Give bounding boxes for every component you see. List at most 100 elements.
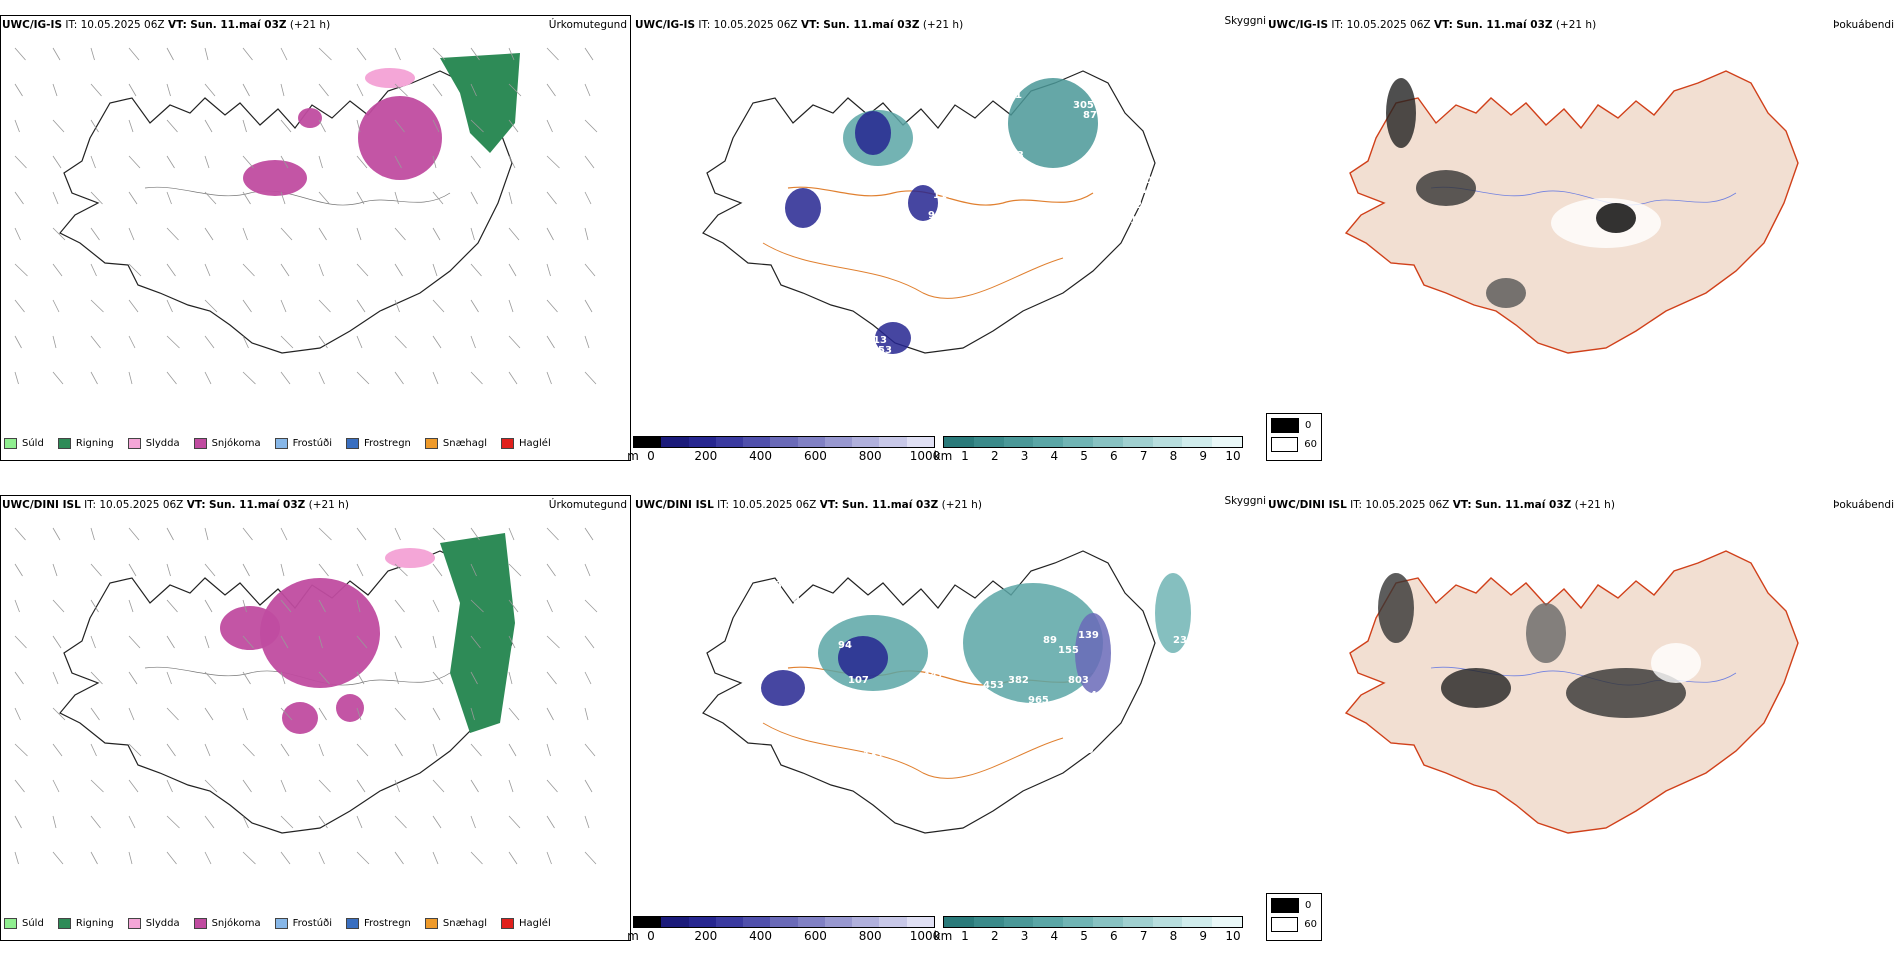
wind-barb	[394, 599, 405, 613]
wind-barb	[318, 155, 323, 169]
wind-barb	[128, 371, 133, 385]
wind-barb	[14, 263, 28, 277]
wind-barb	[584, 743, 596, 757]
wind-barb	[584, 335, 590, 349]
precip-type-panel: UWC/IG-IS IT: 10.05.2025 06Z VT: Sun. 11…	[0, 15, 633, 485]
wind-barb	[508, 119, 519, 133]
wind-barb	[204, 851, 212, 865]
wind-barb	[90, 779, 104, 793]
init-time: IT: 10.05.2025 06Z	[65, 19, 165, 31]
colorbar-tick: 400	[749, 929, 773, 943]
colorbar-tick: 0	[647, 449, 655, 463]
ceiling-value-label: 87	[1083, 110, 1097, 121]
ceiling-colorbar: m 0 200 400 600 800 1000	[627, 436, 940, 463]
wind-barb	[242, 599, 247, 613]
legend-label: Frostúði	[292, 918, 332, 929]
legend-label: Snæhagl	[442, 438, 488, 449]
wind-barb	[166, 779, 173, 793]
wind-barb	[242, 707, 248, 721]
wind-barb	[14, 299, 25, 313]
wind-barb	[14, 227, 21, 241]
legend-label: Snæhagl	[442, 918, 488, 929]
wind-barb	[242, 743, 255, 757]
wind-barb	[204, 599, 213, 613]
map-frame	[0, 15, 631, 461]
wind-barb	[128, 227, 135, 241]
wind-barb	[394, 155, 402, 169]
fog-legend-label: 60	[1304, 919, 1317, 930]
visibility-colorbar: km 1 2 3 4 5 6 7 8 9 10	[934, 436, 1243, 463]
wind-barb	[356, 779, 366, 793]
wind-barb	[204, 47, 209, 61]
wind-barb	[394, 83, 408, 97]
wind-barb	[584, 299, 593, 313]
wind-barb	[166, 743, 176, 757]
wind-barb	[432, 83, 443, 97]
ceiling-colorbar: m 0 200 400 600 800 1000	[627, 916, 940, 943]
wind-barb	[90, 335, 101, 349]
valid-time: Sun. 11.maí 03Z	[1474, 499, 1572, 511]
wind-barb	[318, 815, 328, 829]
colorbar-bin	[1003, 437, 1034, 447]
wind-barb	[394, 743, 403, 757]
legend-swatch	[193, 438, 207, 449]
wind-barb	[318, 599, 326, 613]
wind-barb	[166, 47, 174, 61]
wind-barb	[508, 671, 513, 685]
colorbar	[633, 916, 935, 928]
ceiling-value-label: 53	[913, 170, 927, 181]
wind-barb	[204, 635, 210, 649]
wind-barb	[280, 83, 285, 97]
colorbar-unit: km	[933, 449, 953, 463]
wind-barb	[470, 335, 476, 349]
legend-item: Snjókoma	[193, 918, 261, 929]
panel-header: UWC/DINI ISL IT: 10.05.2025 06Z VT: Sun.…	[2, 499, 349, 511]
model-name: UWC/DINI ISL	[2, 499, 81, 511]
wind-barb	[318, 299, 331, 313]
snow-area	[220, 606, 280, 650]
wind-barb	[394, 851, 404, 865]
wind-barb	[14, 671, 24, 685]
wind-barb	[394, 119, 405, 133]
wind-barb	[204, 779, 218, 793]
ceiling-value-label: 15	[873, 305, 887, 316]
wind-barb	[394, 47, 401, 61]
wind-barb	[394, 227, 406, 241]
ceiling-value-label: 12	[798, 610, 812, 621]
wind-barb	[470, 299, 479, 313]
ceiling-value-label: 299	[1073, 745, 1094, 756]
fog-legend-row: 60	[1271, 437, 1317, 452]
wind-barb	[90, 371, 98, 385]
legend-item: Frostúði	[274, 918, 332, 929]
legend-swatch	[424, 438, 438, 449]
wind-barb	[166, 119, 178, 133]
ceiling-value-label: 108	[843, 250, 864, 261]
wind-barb	[90, 851, 98, 865]
legend-label: Frostregn	[364, 918, 411, 929]
wind-barb	[204, 263, 211, 277]
precip-legend: Súld Rigning Slydda Snjókoma Frostúði Frostre…	[4, 918, 551, 929]
wind-barb	[204, 563, 216, 577]
wind-barb	[394, 815, 407, 829]
wind-barb	[470, 707, 475, 721]
wind-barb	[470, 779, 479, 793]
wind-barb	[470, 119, 484, 133]
colorbar-bin	[743, 917, 771, 927]
wind-barb	[318, 191, 330, 205]
legend-label: Súld	[22, 918, 44, 929]
wind-barb	[242, 263, 255, 277]
wind-barb	[470, 263, 482, 277]
wind-barb	[166, 227, 179, 241]
wind-barb	[90, 599, 99, 613]
precip-map	[14, 527, 598, 865]
valid-time-label: VT:	[1433, 19, 1453, 31]
wind-barb	[356, 335, 363, 349]
wind-barb	[584, 779, 593, 793]
wind-barb	[280, 335, 294, 349]
wind-barb	[280, 227, 293, 241]
wind-barb	[584, 815, 590, 829]
colorbar-bin	[879, 917, 907, 927]
wind-barb	[90, 707, 100, 721]
wind-barb	[166, 299, 173, 313]
wind-barb	[166, 599, 178, 613]
